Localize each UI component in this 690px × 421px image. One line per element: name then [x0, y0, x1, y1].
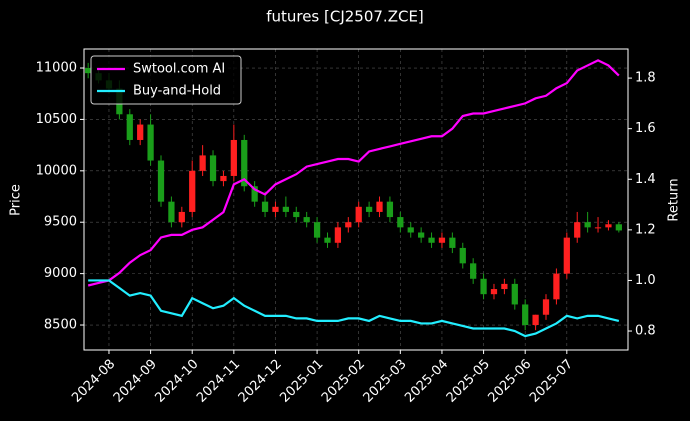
- candle-body: [303, 217, 310, 223]
- candle-body: [251, 186, 258, 202]
- candle-body: [407, 227, 414, 233]
- candle-body: [532, 314, 539, 326]
- y-tick-label: 11000: [36, 61, 77, 76]
- candle-body: [334, 227, 342, 243]
- y-tick-label: 9500: [44, 215, 77, 230]
- return-line: [88, 279, 620, 338]
- candle-body: [563, 237, 570, 274]
- candle-body: [199, 155, 206, 171]
- candle-body: [293, 211, 300, 218]
- candle-body: [480, 278, 487, 295]
- legend-label: Buy-and-Hold: [133, 84, 221, 99]
- candle-body: [324, 237, 331, 243]
- candle-body: [85, 68, 92, 74]
- candle-body: [553, 273, 560, 300]
- legend-label: Swtool.com AI: [133, 62, 225, 77]
- candle-body: [584, 222, 591, 228]
- candle-body: [189, 170, 196, 212]
- candle-body: [355, 206, 362, 223]
- y-tick-label: 10500: [36, 112, 77, 127]
- candle-body: [511, 283, 518, 305]
- candle-body: [438, 237, 446, 243]
- candle-body: [241, 139, 248, 187]
- candle-body: [220, 175, 227, 182]
- candle-body: [459, 247, 466, 264]
- candle-body: [137, 124, 144, 140]
- candle-body: [376, 201, 383, 212]
- y2-tick-label: 1.8: [635, 71, 656, 86]
- y-tick-label: 9000: [44, 266, 77, 281]
- return-line: [87, 59, 620, 287]
- candle-body: [313, 222, 321, 238]
- y-axis-label: Price: [9, 184, 24, 216]
- candle-body: [490, 289, 498, 295]
- candle-body: [574, 222, 581, 238]
- y2-axis-label: Return: [667, 178, 682, 221]
- y-tick-label: 8500: [44, 318, 77, 333]
- candle-body: [272, 206, 279, 212]
- candle-body: [168, 201, 175, 223]
- candle-body: [282, 206, 289, 212]
- y2-tick-label: 1.0: [635, 273, 656, 288]
- candle-body: [147, 124, 154, 161]
- candle-body: [230, 139, 237, 176]
- plot-frame: [83, 48, 629, 351]
- candle-body: [261, 201, 269, 212]
- candle-body: [615, 224, 622, 231]
- candle-body: [470, 263, 477, 279]
- candle-body: [542, 299, 550, 315]
- candle-body: [594, 227, 602, 229]
- candle-body: [449, 237, 456, 248]
- candle-body: [178, 211, 185, 223]
- y2-tick-label: 1.4: [635, 172, 656, 187]
- candle-body: [428, 237, 435, 243]
- candle-body: [418, 232, 425, 238]
- candle-body: [605, 224, 612, 228]
- candle-body: [209, 155, 217, 182]
- legend-box: [90, 55, 242, 105]
- y-tick-label: 10000: [36, 163, 77, 178]
- candle-body: [126, 114, 133, 140]
- candle-body: [157, 160, 165, 202]
- candle-body: [365, 206, 373, 212]
- candle-body: [397, 217, 404, 228]
- candle-body: [522, 304, 529, 326]
- y2-tick-label: 1.6: [635, 121, 656, 136]
- candle-body: [386, 201, 394, 218]
- candle-body: [501, 283, 508, 290]
- candle-body: [345, 222, 352, 228]
- chart-title: futures [CJ2507.ZCE]: [266, 8, 424, 26]
- y2-tick-label: 0.8: [635, 324, 656, 339]
- y2-tick-label: 1.2: [635, 222, 656, 237]
